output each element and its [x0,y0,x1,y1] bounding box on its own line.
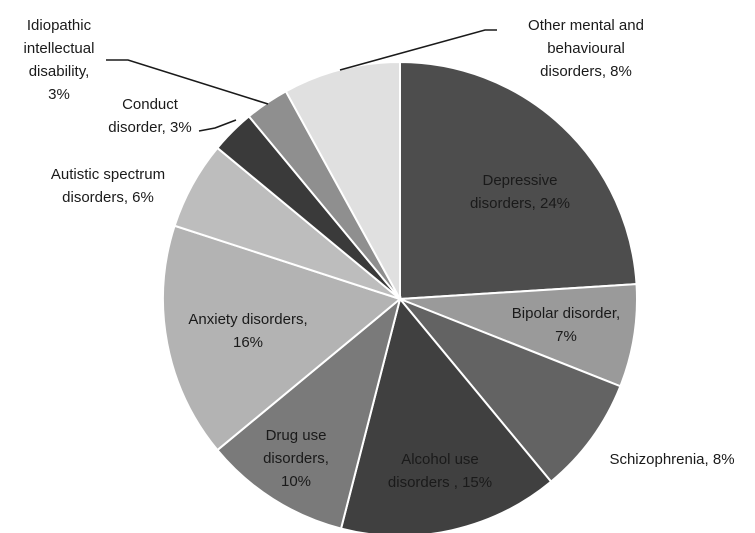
slice-label-line: Other mental and [528,17,644,34]
slice-label-line: disorder, 3% [108,119,191,136]
slice-label-line: Conduct [122,96,179,113]
slice-label-line: intellectual [24,40,95,57]
pie-slice [162,224,403,452]
slice-label: Autistic spectrum disorders, 6% [51,166,165,206]
leader-line [339,29,497,71]
slice-label: Idiopathic intellectual disability, 3% [24,17,95,103]
pie-slice [399,60,638,301]
slice-label-line: Schizophrenia, 8% [609,451,734,468]
pie-slice [215,296,402,530]
pie-slices [162,60,638,533]
slice-label-line: disorders , 15% [388,474,492,491]
slice-label-line: disorders, 8% [540,63,632,80]
leader-lines [106,29,497,132]
slice-label-line: Idiopathic [27,17,92,34]
slice-label: Other mental and behavioural disorders, 8% [528,17,644,80]
slice-label: Drug use disorders, 10% [263,427,329,490]
leader-line [106,59,269,105]
slice-label: Bipolar disorder, 7% [512,305,620,345]
slice-label-line: Bipolar disorder, [512,305,620,322]
slice-label-line: behavioural [547,40,625,57]
slice-label-line: disorders, [263,450,329,467]
slice-label-line: Autistic spectrum [51,166,165,183]
slice-label-line: 3% [48,86,70,103]
slice-label-line: 10% [281,473,311,490]
slice-label: Schizophrenia, 8% [609,451,734,468]
slice-label: Alcohol use disorders , 15% [388,451,492,491]
slice-label-line: disorders, 6% [62,189,154,206]
slice-label-line: disability, [29,63,90,80]
slice-labels: Depressive disorders, 24% Bipolar disorder… [24,17,735,491]
slice-label: Anxiety disorders, 16% [188,311,307,351]
slice-label-line: disorders, 24% [470,195,570,212]
slice-label-line: Anxiety disorders, [188,311,307,328]
slice-label-line: 7% [555,328,577,345]
slice-label-line: Alcohol use [401,451,479,468]
slice-label-line: Depressive [482,172,557,189]
slice-label-line: 16% [233,334,263,351]
pie-slice [399,283,638,388]
slice-label: Depressive disorders, 24% [470,172,570,212]
pie-slice [399,298,622,484]
leader-line [198,119,237,132]
slice-label: Conduct disorder, 3% [108,96,191,136]
slice-label-line: Drug use [266,427,327,444]
